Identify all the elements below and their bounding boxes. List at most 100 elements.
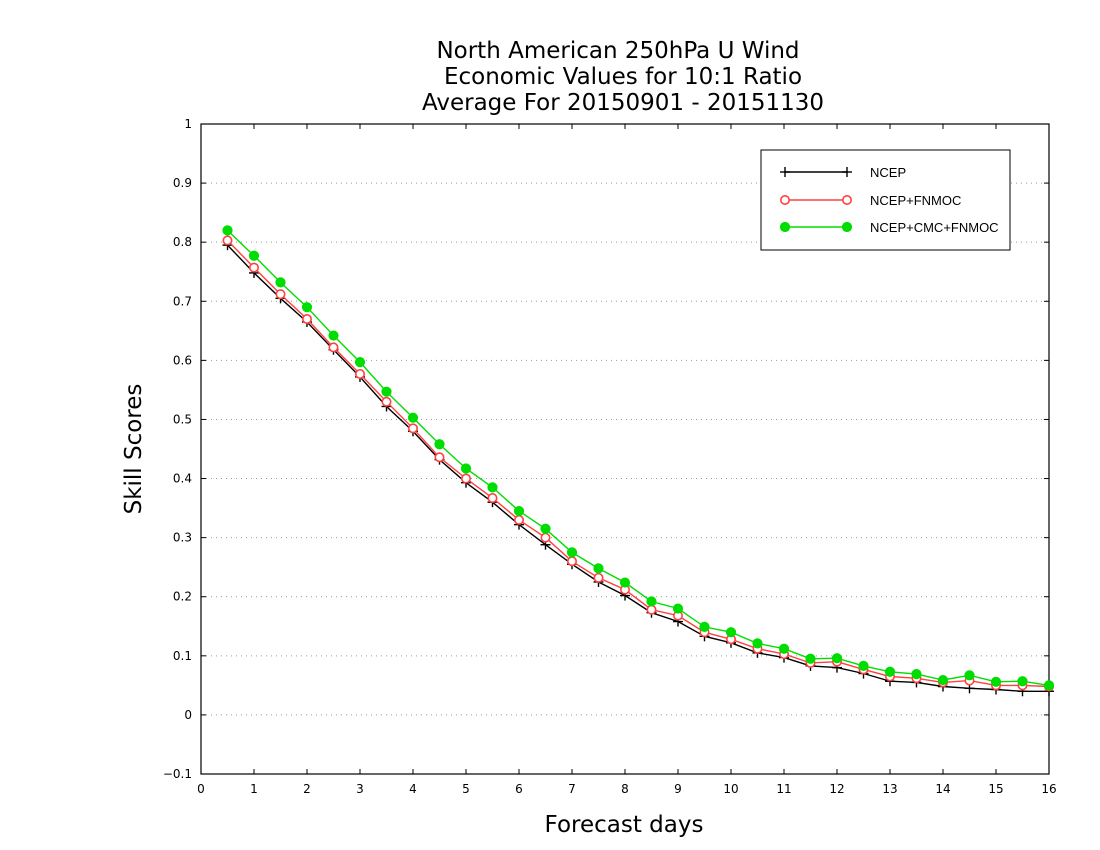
data-point [222,235,233,246]
data-point [566,547,578,558]
y-tick-label: 0.5 [173,412,192,426]
data-point [1017,676,1028,687]
data-point [328,330,339,341]
y-tick-label: 0 [184,708,192,722]
data-series [222,225,1055,697]
y-tick-label: 0.3 [173,531,192,545]
data-point [249,262,260,273]
y-axis-label: Skill Scores [121,384,147,515]
data-point [513,514,524,525]
legend-marker [842,167,852,177]
data-point [1043,680,1055,691]
data-point [354,357,366,368]
data-point [699,621,710,632]
data-point [381,396,392,407]
data-point [646,604,657,615]
x-tick-label: 4 [409,782,417,796]
data-point [301,313,312,324]
data-point [752,638,763,649]
data-point [487,493,498,504]
x-tick-label: 6 [515,782,523,796]
data-point [646,596,657,607]
x-tick-label: 0 [197,782,205,796]
legend-label: NCEP [870,165,906,180]
axis-ticks: −0.100.10.20.30.40.50.60.70.80.910 1 2 3 4 5 6… [163,117,1057,796]
x-tick-label: 10 [723,782,738,796]
y-tick-label: 0.7 [173,294,192,308]
data-point [964,670,975,681]
data-point [566,556,577,567]
y-tick-label: 0.8 [173,235,192,249]
data-point [990,676,1002,687]
data-point [725,627,737,638]
data-point [407,412,419,423]
x-tick-label: 15 [988,782,1003,796]
legend-marker [841,195,852,206]
x-tick-label: 8 [621,782,629,796]
x-tick-label: 2 [303,782,311,796]
legend-label: NCEP+CMC+FNMOC [870,220,999,235]
data-point [593,563,604,574]
series-ncep [222,240,1054,697]
data-point [460,463,472,474]
data-point [593,572,604,583]
chart-title-line-2: Economic Values for 10:1 Ratio [444,64,802,90]
data-point [381,386,392,397]
y-tick-label: 0.2 [173,590,192,604]
data-point [275,277,286,288]
data-point [911,669,922,680]
data-point [301,302,313,313]
x-tick-label: 1 [250,782,258,796]
data-point [275,289,286,300]
data-point [619,577,631,588]
x-tick-label: 9 [674,782,682,796]
data-point [884,666,896,677]
data-point [540,532,551,543]
x-tick-label: 12 [829,782,844,796]
chart-title-line-3: Average For 20150901 - 20151130 [422,90,824,116]
chart-title: North American 250hPa U Wind Economic Va… [422,38,824,116]
y-tick-label: 1 [184,117,192,131]
y-tick-label: −0.1 [163,767,192,781]
legend-marker [780,167,790,177]
x-tick-label: 5 [462,782,470,796]
chart-title-line-1: North American 250hPa U Wind [436,38,799,64]
data-point [540,523,551,534]
x-tick-label: 14 [935,782,950,796]
x-tick-label: 3 [356,782,364,796]
data-point [460,473,471,484]
data-point [434,439,445,450]
series-ncep-cmc-fnmoc [222,225,1055,691]
legend-marker [779,195,790,206]
series-line [227,229,1050,687]
x-tick-label: 11 [776,782,791,796]
data-point [407,423,418,434]
data-point [434,452,445,463]
series-line [226,239,1050,688]
series-ncep-fnmoc [222,235,1055,692]
legend-marker [841,221,853,233]
x-axis-label: Forecast days [545,812,704,838]
x-tick-label: 16 [1041,782,1056,796]
y-tick-label: 0.4 [173,472,192,486]
data-point [513,505,525,517]
data-point [487,482,498,493]
y-tick-label: 0.9 [173,176,192,190]
data-point [672,603,684,614]
legend: NCEP NCEP+FNMOC NCEP+CMC+FNMOC [760,149,1011,251]
data-point [805,653,816,664]
x-tick-label: 7 [568,782,576,796]
y-tick-label: 0.1 [173,649,192,663]
y-tick-label: 0.6 [173,353,192,367]
data-point [858,660,869,671]
grid-lines [201,182,1049,716]
data-point [831,653,843,664]
series-line [226,244,1049,692]
data-point [248,250,260,261]
data-point [328,342,339,353]
legend-label: NCEP+FNMOC [870,193,961,208]
data-point [354,368,365,379]
legend-marker [779,221,791,233]
data-point [937,674,949,686]
